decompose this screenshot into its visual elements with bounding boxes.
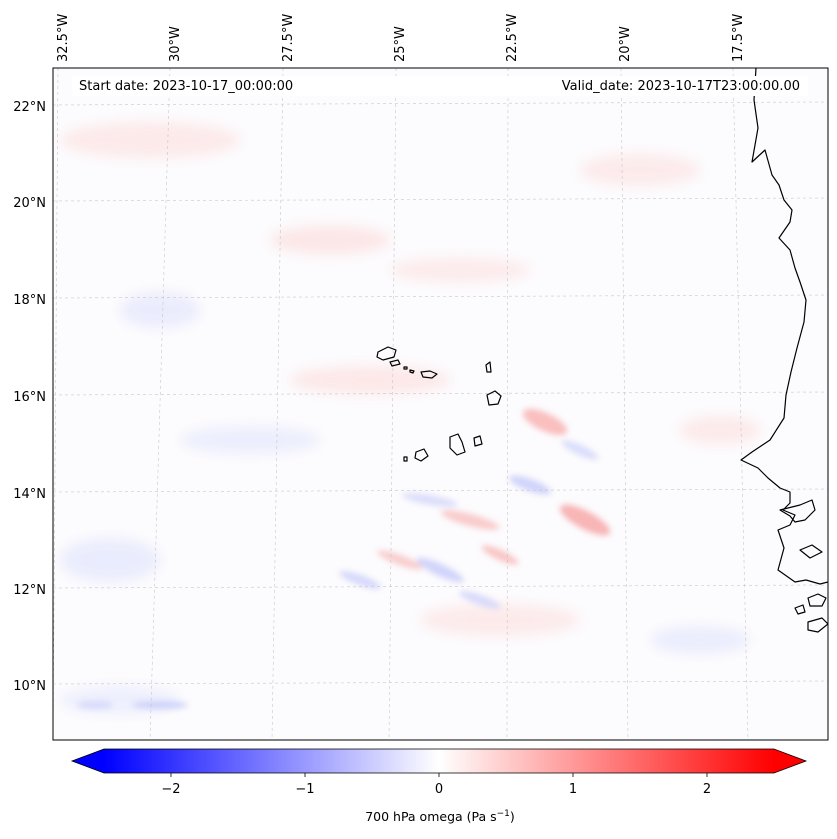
- colorbar-tick-label: 0: [435, 782, 443, 797]
- map-panel: Start date: 2023-10-17_00:00:00 Valid_da…: [52, 67, 829, 741]
- date-annotation-box: [72, 76, 808, 96]
- lat-label: 14°N: [13, 487, 46, 502]
- map-frame: [52, 67, 829, 741]
- santo-antao-island: [376, 346, 397, 361]
- colorbar-extend-low: [72, 749, 104, 773]
- colorbar-title: 700 hPa omega (Pa s−1): [365, 809, 515, 824]
- lon-label: 17.5°W: [731, 14, 746, 62]
- lon-label: 20°W: [618, 26, 633, 62]
- lat-label: 12°N: [13, 583, 46, 598]
- lat-label: 18°N: [13, 293, 46, 308]
- lat-label: 10°N: [13, 679, 46, 694]
- lat-label: 20°N: [13, 196, 46, 211]
- lat-label: 16°N: [13, 390, 46, 405]
- valid-date-text: Valid_date: 2023-10-17T23:00:00.00: [562, 79, 800, 94]
- lon-label: 22.5°W: [505, 14, 520, 62]
- colorbar-extend-high: [774, 749, 806, 773]
- colorbar: −2 −1 0 1 2 700 hPa omega (Pa s−1): [70, 748, 808, 824]
- graticule: [53, 68, 828, 740]
- coastlines: [376, 68, 828, 633]
- longitude-labels: 32.5°W 30°W 27.5°W 25°W 22.5°W 20°W 17.5…: [56, 14, 746, 62]
- lat-label: 22°N: [13, 100, 46, 115]
- lon-label: 32.5°W: [56, 14, 71, 62]
- african-coastline: [740, 68, 828, 585]
- omega-field: [60, 122, 760, 714]
- colorbar-tick-label: 2: [703, 782, 711, 797]
- latitude-labels: 22°N 20°N 18°N 16°N 14°N 12°N 10°N: [13, 100, 46, 694]
- colorbar-tick-label: −2: [161, 782, 180, 797]
- colorbar-tick-label: −1: [295, 782, 314, 797]
- colorbar-tick-label: 1: [569, 782, 577, 797]
- colorbar-outline: [70, 748, 808, 774]
- start-date-text: Start date: 2023-10-17_00:00:00: [79, 79, 293, 94]
- colorbar-body: [104, 749, 774, 773]
- colorbar-ticks: [170, 773, 708, 777]
- lon-label: 25°W: [393, 26, 408, 62]
- lon-label: 27.5°W: [281, 14, 296, 62]
- lon-label: 30°W: [168, 26, 183, 62]
